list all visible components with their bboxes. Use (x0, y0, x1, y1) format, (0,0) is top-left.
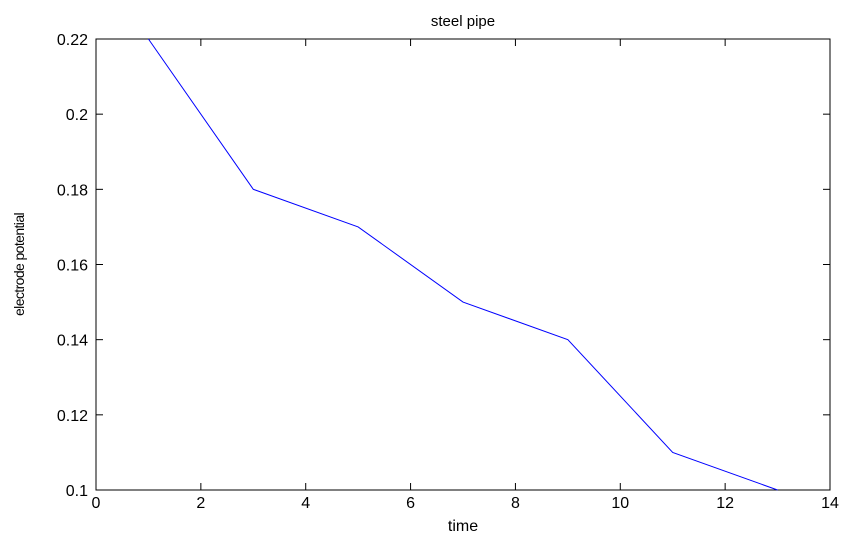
y-tick-label: 0.18 (57, 182, 88, 199)
y-axis-label: electrode potential (11, 213, 27, 317)
x-tick-label: 0 (92, 495, 101, 512)
series-layer (148, 38, 778, 491)
y-tick-label: 0.22 (57, 32, 88, 49)
y-tick-label: 0.14 (57, 333, 88, 350)
x-tick-label: 8 (511, 495, 520, 512)
series-line-0 (148, 38, 778, 491)
x-tick-label: 6 (406, 495, 415, 512)
x-ticks: 0 2 4 6 8 10 12 14 (92, 39, 839, 512)
x-axis-label: time (448, 518, 478, 534)
y-tick-label: 0.16 (57, 258, 88, 275)
x-tick-label: 2 (196, 495, 205, 512)
plot-area (95, 38, 831, 491)
y-tick-label: 0.1 (66, 483, 88, 500)
y-tick-label: 0.12 (57, 408, 88, 425)
x-tick-label: 4 (301, 495, 310, 512)
x-tick-label: 14 (821, 495, 839, 512)
x-tick-label: 10 (611, 495, 629, 512)
x-tick-label: 12 (716, 495, 734, 512)
chart-title: steel pipe (431, 13, 495, 30)
y-ticks: 0.1 0.12 0.14 0.16 0.18 0.2 0.22 (57, 32, 830, 500)
y-tick-label: 0.2 (66, 107, 88, 124)
